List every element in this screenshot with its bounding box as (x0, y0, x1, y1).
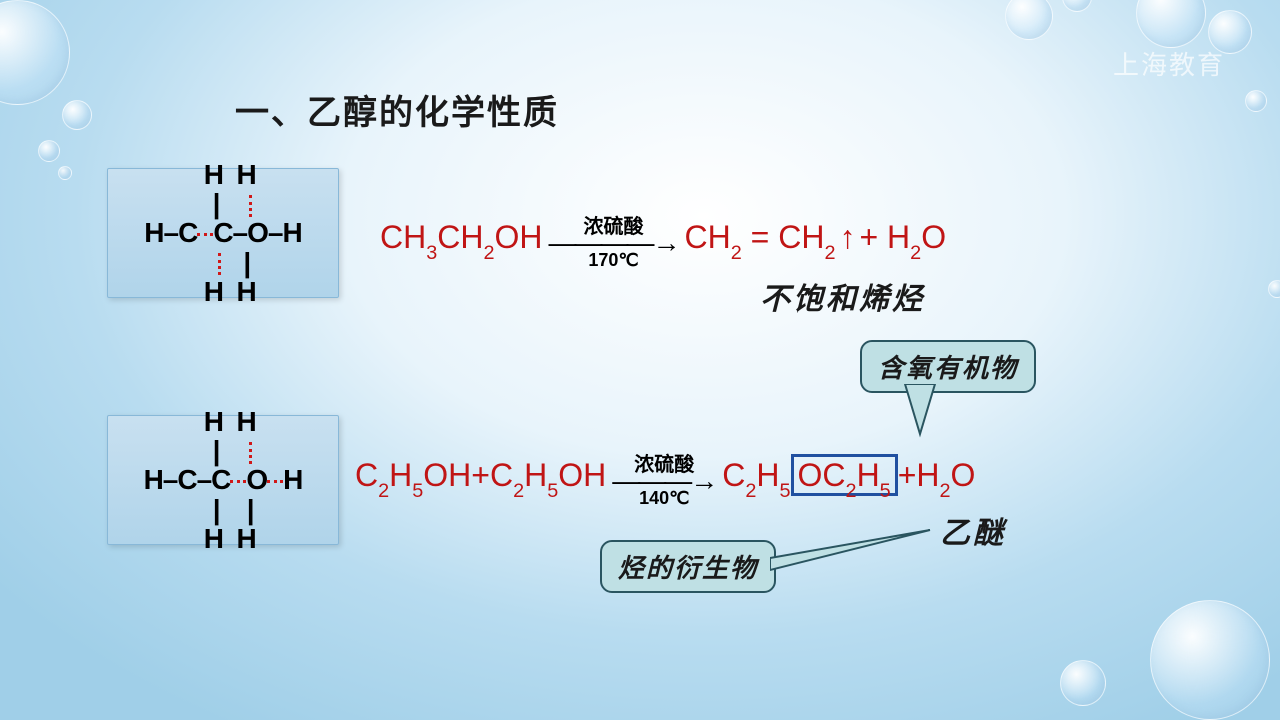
eq2-reactants: C2H5OH+C2H5OH (355, 457, 606, 499)
equation-1: CH3CH2OH 浓硫酸 ————→ 170℃ CH2 = CH2↑+ H2O (380, 210, 946, 271)
bubble-deco (1136, 0, 1206, 48)
bubble-deco (0, 0, 70, 105)
eq1-annotation: 不饱和烯烃 (760, 274, 925, 318)
bubble-deco (1150, 600, 1270, 720)
bubble-deco (1245, 90, 1267, 112)
bubble-deco (1268, 280, 1280, 298)
callout-tail-top (895, 384, 945, 444)
eq1-arrow: 浓硫酸 ————→ 170℃ (549, 210, 679, 271)
eq1-product: CH2 = CH2↑+ H2O (685, 219, 947, 261)
bubble-deco (58, 166, 72, 180)
callout-hydrocarbon-derivative: 烃的衍生物 (600, 540, 776, 593)
bubble-deco (1005, 0, 1053, 40)
eq1-reactant: CH3CH2OH (380, 219, 543, 261)
eq2-arrow: 浓硫酸 ———→ 140℃ (612, 448, 716, 509)
callout-tail-bottom (770, 520, 940, 580)
slide-title: 一、乙醇的化学性质 (235, 85, 559, 134)
callout-oxygen-organic: 含氧有机物 (860, 340, 1036, 393)
equation-2: C2H5OH+C2H5OH 浓硫酸 ———→ 140℃ C2H5OC2H5+H2… (355, 448, 975, 509)
ethanol-structure-2: H H | H–C–COH | | H H (144, 407, 303, 554)
ethanol-structure-1: H H | H–CC–O–H | H H (144, 160, 301, 307)
eq2-products: C2H5OC2H5+H2O (722, 457, 975, 499)
bubble-deco (38, 140, 60, 162)
eq2-label-ether: 乙醚 (940, 508, 1006, 552)
watermark-text: 上海教育 (1113, 45, 1225, 82)
structure-panel-2: H H | H–C–COH | | H H (107, 415, 339, 545)
structure-panel-1: H H | H–CC–O–H | H H (107, 168, 339, 298)
bubble-deco (1062, 0, 1092, 12)
bubble-deco (62, 100, 92, 130)
bubble-deco (1060, 660, 1106, 706)
